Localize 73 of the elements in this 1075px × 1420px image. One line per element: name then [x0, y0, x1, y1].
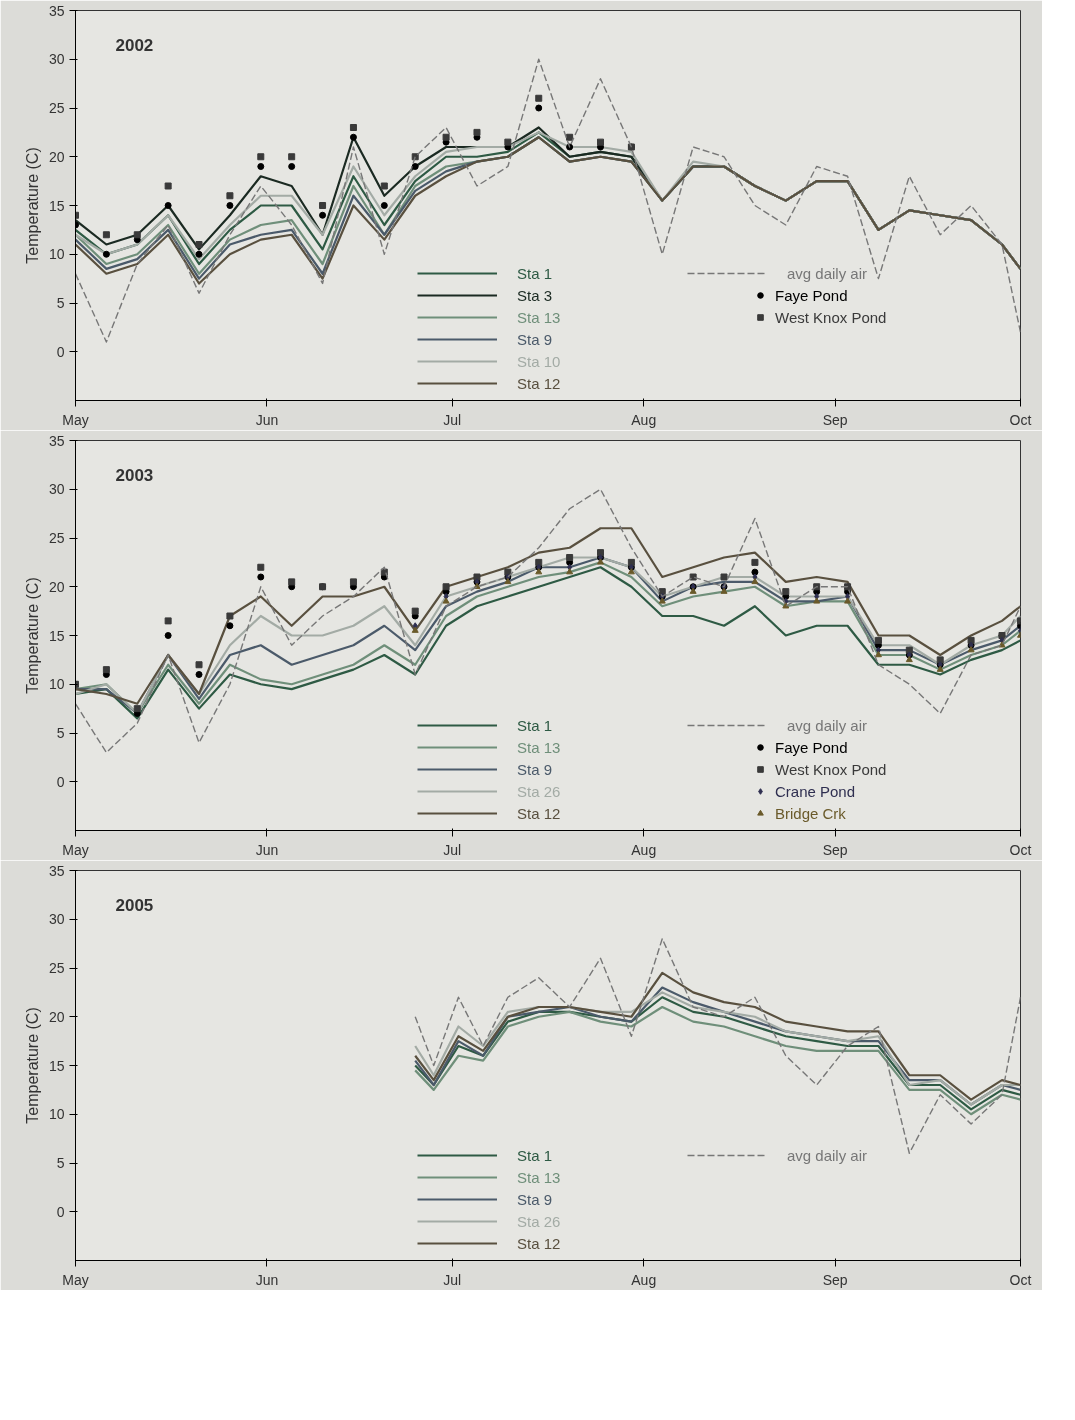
y-tick-label: 15: [48, 1057, 65, 1074]
x-tick-label: Oct: [1009, 1271, 1032, 1288]
legend-label: West Knox Pond: [775, 760, 887, 778]
x-tick-label: Oct: [1009, 411, 1032, 428]
text: Sta 1: [517, 716, 553, 734]
text: Sta 1: [517, 264, 553, 282]
legend-label: Faye Pond: [775, 738, 848, 756]
x-tick-label: May: [62, 1271, 89, 1288]
y-tick-label: 20: [48, 578, 65, 595]
x-tick-label: Jun: [255, 411, 279, 428]
y-tick-label: 25: [48, 530, 65, 546]
text: avg daily air: [787, 1146, 868, 1164]
y-tick-label: 0: [56, 1203, 65, 1220]
legend-label: Crane Pond: [775, 782, 856, 800]
y-axis-title: Temperature (C): [23, 147, 41, 264]
y-tick-label: 30: [48, 51, 65, 68]
text: Sta 26: [517, 782, 561, 800]
x-tick-label: Sep: [822, 411, 848, 428]
y-axis-title: Temperature (C): [23, 577, 41, 694]
x-tick-label: Aug: [631, 411, 657, 428]
text: Sta 9: [517, 1190, 553, 1208]
text: Sta 12: [517, 804, 561, 822]
x-tick-label: Jun: [255, 1271, 279, 1288]
y-tick-label: 0: [56, 773, 65, 790]
y-tick-label: 35: [48, 2, 65, 19]
text: Sta 10: [517, 352, 561, 370]
x-tick-label: Aug: [631, 841, 657, 858]
y-tick-label: 15: [48, 197, 65, 214]
x-tick-label: May: [62, 411, 89, 428]
y-tick-label: 30: [48, 911, 65, 928]
legend-label: Bridge Crk: [775, 804, 846, 822]
series-label: avg daily air: [787, 264, 868, 282]
text: Sta 3: [517, 286, 553, 304]
x-tick-label: Aug: [631, 1271, 657, 1288]
text: Sta 13: [517, 308, 561, 326]
x-tick-label: Sep: [822, 841, 848, 858]
x-tick-label: Jul: [443, 1271, 462, 1288]
y-tick-label: 35: [48, 432, 65, 449]
text: avg daily air: [787, 716, 868, 734]
y-tick-label: 25: [48, 960, 65, 976]
y-tick-label: 20: [48, 1008, 65, 1025]
text: Sta 9: [517, 330, 553, 348]
text: Sta 12: [517, 374, 561, 392]
text: Sta 13: [517, 1168, 561, 1186]
y-tick-label: 10: [48, 676, 65, 693]
y-tick-label: 20: [48, 148, 65, 165]
text: 2002: [115, 35, 154, 55]
y-tick-label: 10: [48, 246, 65, 263]
y-tick-label: 30: [48, 481, 65, 498]
legend-label: Faye Pond: [775, 286, 848, 304]
y-tick-label: 5: [56, 725, 65, 741]
y-axis-title: Temperature (C): [23, 1007, 41, 1124]
text: Sta 26: [517, 1212, 561, 1230]
text: Sta 1: [517, 1146, 553, 1164]
y-tick-label: 35: [48, 862, 65, 879]
y-tick-label: 15: [48, 627, 65, 644]
x-tick-label: Jul: [443, 841, 462, 858]
text: Sta 9: [517, 760, 553, 778]
text: 2005: [115, 895, 154, 915]
y-tick-label: 10: [48, 1106, 65, 1123]
x-tick-label: May: [62, 841, 89, 858]
text: Sta 12: [517, 1234, 561, 1252]
y-tick-label: 5: [56, 1155, 65, 1171]
legend-label: West Knox Pond: [775, 308, 887, 326]
x-tick-label: Oct: [1009, 841, 1032, 858]
text: 2003: [115, 465, 154, 485]
x-tick-label: Sep: [822, 1271, 848, 1288]
text: Sta 13: [517, 738, 561, 756]
y-tick-label: 0: [56, 343, 65, 360]
x-tick-label: Jul: [443, 411, 462, 428]
x-tick-label: Jun: [255, 841, 279, 858]
y-tick-label: 5: [56, 295, 65, 311]
y-tick-label: 25: [48, 100, 65, 116]
